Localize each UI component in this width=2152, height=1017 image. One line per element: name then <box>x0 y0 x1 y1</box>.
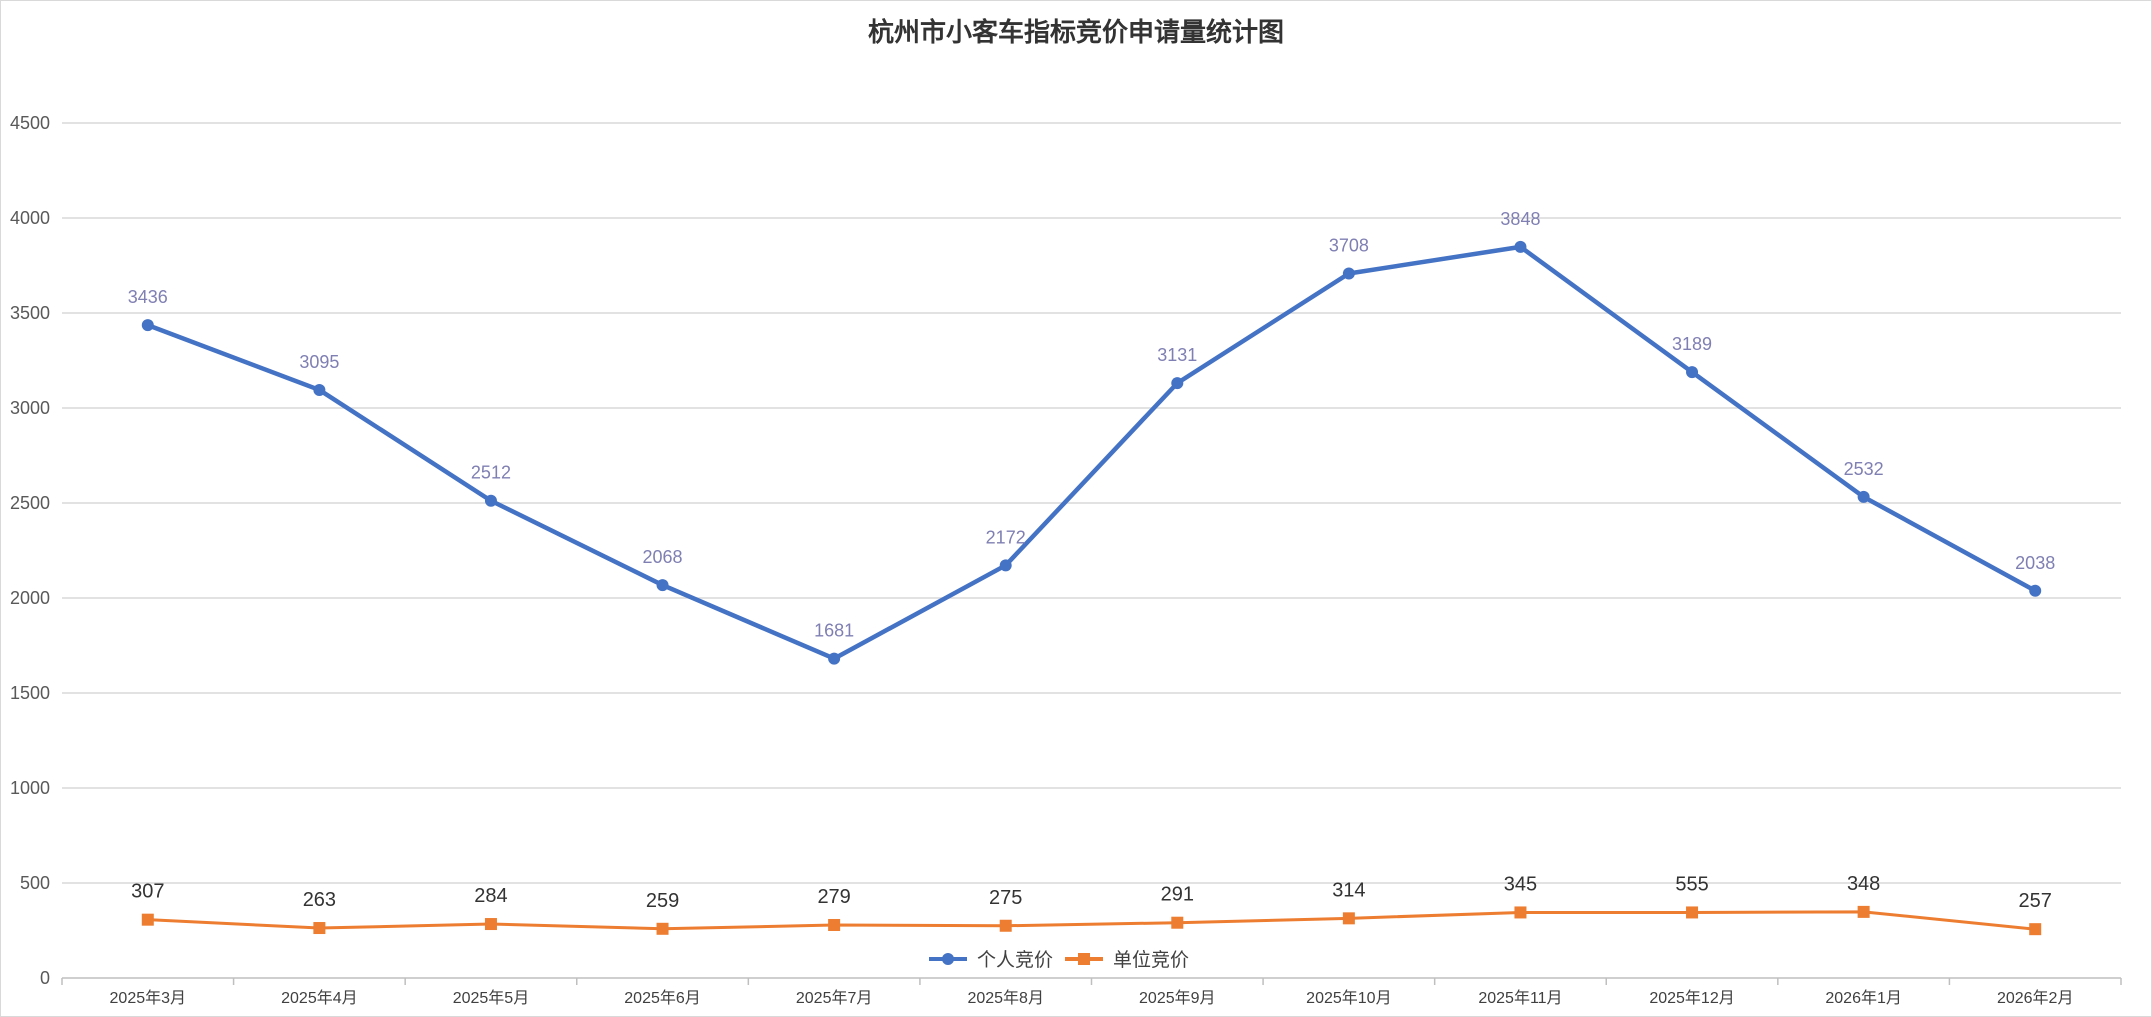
data-point <box>313 922 326 935</box>
y-tick-label: 3000 <box>10 398 50 418</box>
data-point <box>484 918 497 931</box>
data-point <box>1514 240 1527 253</box>
data-point <box>656 922 669 935</box>
data-point <box>999 919 1012 932</box>
data-point <box>1686 366 1699 379</box>
data-point <box>484 494 497 507</box>
x-tick-label: 2025年12月 <box>1649 989 1734 1007</box>
y-tick-label: 3500 <box>10 303 50 323</box>
data-point <box>313 383 326 396</box>
data-point <box>2029 923 2042 936</box>
data-label: 555 <box>1675 873 1708 895</box>
data-label: 307 <box>131 881 164 903</box>
legend-marker <box>1078 953 1090 965</box>
x-tick-label: 2025年8月 <box>967 989 1044 1007</box>
data-point <box>1686 906 1699 919</box>
data-labels: 3436 3095 2512 2068 1681 2172 3131 3708 3848 3189… <box>128 209 2055 912</box>
x-tick-label: 2025年6月 <box>624 989 701 1007</box>
x-tick-label: 2026年2月 <box>1997 989 2074 1007</box>
x-tick-label: 2026年1月 <box>1825 989 1902 1007</box>
data-point <box>1342 267 1355 280</box>
data-label: 314 <box>1332 879 1365 901</box>
data-label: 3095 <box>299 352 339 372</box>
data-label: 348 <box>1847 873 1880 895</box>
data-label: 3189 <box>1672 334 1712 354</box>
gridlines <box>62 122 2121 884</box>
data-point <box>1857 905 1870 918</box>
data-point <box>1342 912 1355 925</box>
data-label: 2038 <box>2015 553 2055 573</box>
data-label: 3436 <box>128 287 168 307</box>
legend: 个人竞价 单位竞价 <box>929 949 1189 971</box>
data-point <box>656 579 669 592</box>
data-point <box>1857 490 1870 503</box>
x-axis: 2025年3月 2025年4月 2025年5月 2025年6月 2025年7月 2025年… <box>61 977 2122 1007</box>
data-label: 3708 <box>1329 235 1369 255</box>
y-tick-label: 1000 <box>10 778 50 798</box>
data-point <box>1171 916 1184 929</box>
data-point <box>141 913 154 926</box>
series-line-personal <box>146 244 2037 661</box>
data-label: 3848 <box>1500 209 1540 229</box>
data-label: 2512 <box>471 463 511 483</box>
data-label: 263 <box>303 889 336 911</box>
data-point <box>999 559 1012 572</box>
x-tick-label: 2025年10月 <box>1306 989 1391 1007</box>
x-tick-label: 2025年5月 <box>453 989 530 1007</box>
data-label: 2532 <box>1844 459 1884 479</box>
y-tick-label: 500 <box>20 873 50 893</box>
data-point <box>828 652 841 665</box>
legend-label: 单位竞价 <box>1113 949 1189 971</box>
x-tick-label: 2025年4月 <box>281 989 358 1007</box>
data-label: 259 <box>646 890 679 912</box>
data-label: 3131 <box>1157 345 1197 365</box>
data-label: 284 <box>474 885 507 907</box>
data-label: 279 <box>817 886 850 908</box>
series-lines <box>141 240 2042 936</box>
y-axis: 0 500 1000 1500 2000 2500 3000 3500 4000 4500 <box>10 113 50 988</box>
x-tick-label: 2025年11月 <box>1478 989 1562 1007</box>
legend-label: 个人竞价 <box>977 949 1053 971</box>
y-tick-label: 2000 <box>10 588 50 608</box>
data-label: 257 <box>2019 890 2052 912</box>
chart-title: 杭州市小客车指标竞价申请量统计图 <box>868 17 1284 47</box>
data-label: 275 <box>989 887 1022 909</box>
y-tick-label: 0 <box>40 968 50 988</box>
data-label: 2068 <box>643 547 683 567</box>
x-tick-label: 2025年7月 <box>796 989 873 1007</box>
x-tick-label: 2025年9月 <box>1139 989 1216 1007</box>
y-tick-label: 2500 <box>10 493 50 513</box>
y-tick-label: 4000 <box>10 208 50 228</box>
series-line-unit <box>147 910 2036 931</box>
y-tick-label: 1500 <box>10 683 50 703</box>
legend-marker <box>942 953 954 965</box>
x-tick-label: 2025年3月 <box>110 989 187 1007</box>
y-tick-label: 4500 <box>10 113 50 133</box>
data-point <box>2029 584 2042 597</box>
data-point <box>828 918 841 931</box>
data-point <box>1171 377 1184 390</box>
data-label: 291 <box>1161 884 1194 906</box>
data-point <box>141 319 154 332</box>
data-label: 1681 <box>814 621 854 641</box>
data-point <box>1514 906 1527 919</box>
data-label: 345 <box>1504 873 1537 895</box>
data-label: 2172 <box>986 527 1026 547</box>
